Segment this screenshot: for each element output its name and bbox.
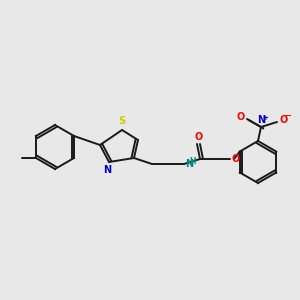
Text: N: N xyxy=(103,165,111,175)
Text: O: O xyxy=(237,112,245,122)
Text: S: S xyxy=(118,116,126,126)
Text: O: O xyxy=(231,154,239,164)
Text: −: − xyxy=(284,112,291,121)
Text: N: N xyxy=(185,159,193,169)
Text: +: + xyxy=(262,115,268,121)
Text: O: O xyxy=(279,115,287,125)
Text: N: N xyxy=(257,115,265,125)
Text: O: O xyxy=(194,132,202,142)
Text: H: H xyxy=(190,157,196,166)
